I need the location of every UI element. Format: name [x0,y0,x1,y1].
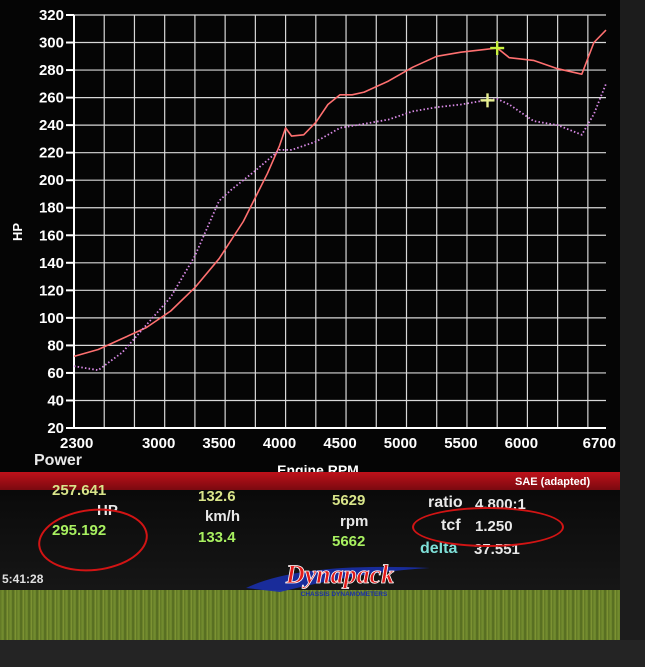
rpm-value-1: 5629 [332,492,366,509]
speed-label: km/h [205,508,241,525]
series-line-1 [73,83,607,372]
logo-swoosh [246,566,430,592]
x-tick-label-4: 4500 [323,435,356,452]
chart-series [73,29,607,372]
chart-axis-ticks: 20 40 60 80 100 120 140 160 180 200 220 240 260 280 30… [39,7,616,452]
y-tick-label-13: 280 [39,62,64,79]
x-tick-label-6: 5500 [444,435,477,452]
y-tick-label-1: 40 [47,392,64,409]
y-axis-label: HP [10,223,25,241]
grass-banner [0,590,620,640]
hp-value-1: 257.641 [52,482,107,499]
sae-label: SAE (adapted) [515,476,591,488]
chart-markers [480,41,505,108]
status-band [0,472,620,490]
monitor-bezel-right [620,0,645,667]
y-tick-label-15: 320 [39,7,64,24]
dynapack-logo: Dynapack CHASSIS DYNAMOMETERS [246,560,430,598]
y-tick-label-9: 200 [39,172,64,189]
x-tick-label-3: 4000 [263,435,296,452]
tcf-annotation-circle [412,507,564,547]
rpm-label: rpm [340,513,369,530]
logo-brand: Dynapack [285,560,394,589]
y-tick-label-8: 180 [39,200,64,217]
hp-value-2: 295.192 [52,522,107,539]
speed-value-1: 132.6 [198,488,236,505]
monitor-bezel-bottom [0,640,645,667]
peak-marker-1 [480,93,495,108]
hp-label: HP [97,502,118,519]
x-tick-label-0: 2300 [60,435,93,452]
y-tick-label-12: 260 [39,90,64,107]
y-tick-label-7: 160 [39,227,64,244]
y-tick-label-14: 300 [39,35,64,52]
power-label: Power [34,452,83,469]
chart-grid [73,14,606,429]
y-tick-label-6: 140 [39,255,64,272]
x-tick-label-2: 3500 [202,435,235,452]
y-tick-label-11: 240 [39,117,64,134]
ratio-label: ratio [428,494,463,511]
y-tick-label-2: 60 [47,365,64,382]
speed-value-2: 133.4 [198,529,236,546]
y-tick-label-10: 220 [39,145,64,162]
x-tick-label-5: 5000 [384,435,417,452]
dyno-screen: 20 40 60 80 100 120 140 160 180 200 220 240 260 280 30… [0,7,620,640]
y-tick-label-5: 120 [39,282,64,299]
dyno-chart: 20 40 60 80 100 120 140 160 180 200 220 240 260 280 30… [10,7,616,478]
y-tick-label-4: 100 [39,310,64,327]
logo-subtitle: CHASSIS DYNAMOMETERS [301,591,388,598]
series-line-0 [73,29,607,358]
peak-marker-0 [490,41,505,56]
clock-time: 5:41:28 [2,572,44,586]
rpm-value-2: 5662 [332,533,366,550]
x-tick-label-8: 6700 [583,435,616,452]
y-tick-label-0: 20 [47,420,64,437]
x-tick-label-1: 3000 [142,435,175,452]
y-tick-label-3: 80 [47,337,64,354]
delta-label: delta [420,540,458,557]
x-tick-label-7: 6000 [505,435,538,452]
